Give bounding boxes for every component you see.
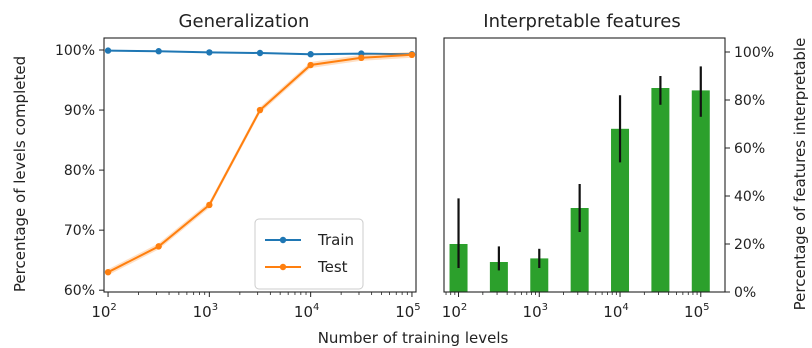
interpretable-y-tick-label: 80%	[734, 93, 765, 109]
train-point	[256, 49, 264, 57]
test-point	[256, 106, 264, 114]
test-point	[155, 243, 162, 250]
interpretable-plot-frame	[443, 37, 726, 293]
interpretable-bar	[489, 262, 508, 292]
interpretable-x-tick-label: 104	[603, 302, 628, 321]
generalization-y-axis-label: Percentage of levels completed	[11, 56, 29, 292]
test-point	[358, 54, 365, 62]
generalization-y-tick-label: 90%	[64, 103, 95, 119]
generalization-chart: Generalization 60% 70% 80% 90% 100% 102 103 104…	[11, 11, 421, 321]
test-point	[307, 61, 314, 69]
shared-x-axis-label: Number of training levels	[318, 329, 509, 347]
interpretable-y-tick-label: 20%	[734, 237, 765, 253]
legend-train-marker	[279, 236, 287, 244]
generalization-y-tick-label: 70%	[64, 223, 95, 239]
interpretable-bar	[611, 128, 630, 292]
interpretable-x-tick-label: 102	[442, 302, 467, 321]
generalization-y-tick-label: 60%	[64, 283, 95, 299]
train-point	[155, 48, 162, 55]
generalization-title: Generalization	[179, 11, 310, 32]
interpretable-bar	[530, 258, 549, 292]
train-point	[307, 51, 314, 58]
test-point	[104, 268, 112, 276]
generalization-x-tick-label: 102	[91, 302, 116, 321]
interpretable-y-tick-label: 0%	[734, 285, 756, 301]
legend-train-label: Train	[317, 231, 354, 249]
interpretable-bar	[570, 208, 589, 292]
train-point	[206, 49, 213, 56]
train-point	[104, 47, 112, 54]
interpretable-features-y-axis-label: Percentage of features interpretable	[791, 38, 809, 311]
interpretable-bar	[691, 90, 710, 293]
interpretable-features-bars-layer	[449, 66, 710, 293]
interpretable-features-title: Interpretable features	[483, 11, 680, 32]
generalization-x-tick-label: 103	[193, 302, 218, 321]
interpretable-features-axes: 0% 20% 40% 60% 80% 100% 102 103 104 105	[442, 37, 774, 321]
generalization-y-tick-label: 100%	[55, 43, 95, 59]
interpretable-y-tick-label: 60%	[734, 141, 765, 157]
generalization-y-tick-label: 80%	[64, 163, 95, 179]
interpretable-y-tick-label: 100%	[734, 45, 774, 61]
legend-frame	[254, 218, 364, 290]
generalization-series-layer	[104, 47, 416, 276]
interpretable-x-tick-label: 105	[684, 302, 709, 321]
test-point	[206, 201, 213, 209]
interpretable-bar	[651, 88, 670, 292]
legend-test-marker	[279, 263, 287, 271]
interpretable-y-tick-label: 40%	[734, 189, 765, 205]
legend-test-label: Test	[317, 258, 348, 276]
interpretable-features-chart: Interpretable features 0% 20% 40% 60% 80% 100…	[442, 11, 809, 321]
interpretable-x-tick-label: 103	[523, 302, 548, 321]
generalization-axes: 60% 70% 80% 90% 100% 102 103 104 105	[55, 37, 421, 321]
generalization-x-tick-label: 104	[294, 302, 319, 321]
generalization-plot-frame	[103, 37, 417, 293]
generalization-legend: Train Test	[254, 218, 364, 290]
test-point	[408, 51, 416, 59]
generalization-x-tick-label: 105	[395, 302, 420, 321]
